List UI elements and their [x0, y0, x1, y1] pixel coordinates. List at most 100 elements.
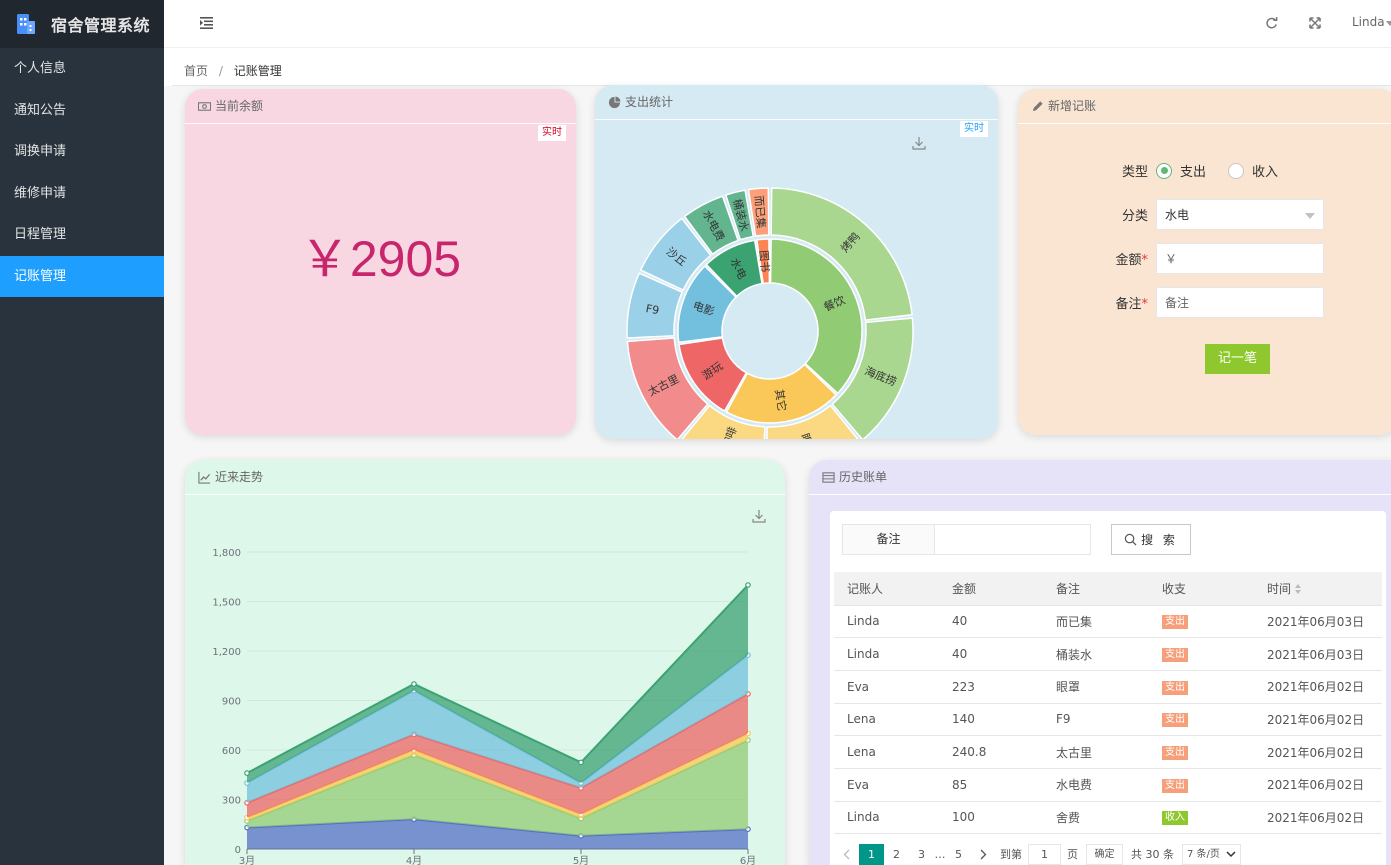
kind-badge: 收入 [1162, 811, 1188, 826]
sidebar: 宿舍管理系统 个人信息 通知公告 调换申请 维修申请 日程管理 记账管理 [0, 0, 164, 865]
page-number[interactable]: 5 [955, 847, 962, 861]
amount-row: 金额* ￥ [1108, 243, 1324, 274]
slice-label: 而已集 [752, 195, 769, 229]
page-number[interactable]: 2 [893, 847, 900, 861]
cell-amount: 140 [939, 703, 1043, 737]
radio-expense[interactable]: 支出 [1156, 161, 1206, 180]
sidebar-item[interactable]: 日程管理 [14, 227, 67, 242]
fullscreen-icon[interactable] [1306, 14, 1324, 32]
total-count: 共 30 条 [1131, 848, 1174, 861]
sunburst-slice[interactable]: 水电费 [683, 195, 739, 255]
sidebar-item[interactable]: 通知公告 [14, 102, 67, 118]
note-label: 备注* [1115, 297, 1148, 312]
download-icon[interactable] [912, 136, 926, 150]
chevron-right-icon[interactable] [971, 844, 996, 865]
pagination: 1 2 3… 5 到第 1 页 确定 共 30 条 7 条/页 [834, 839, 1241, 865]
sunburst-slice[interactable]: 烤鸭 [770, 187, 913, 321]
pencil-icon [1032, 100, 1043, 111]
pie-chart-icon [608, 95, 621, 108]
sunburst-slice[interactable]: 游玩 [678, 337, 748, 412]
sunburst-slice[interactable]: 电影 [677, 265, 737, 344]
page-ellipsis: … [934, 847, 946, 861]
cell-kind: 收入 [1149, 801, 1254, 835]
chevron-down-icon [1226, 851, 1236, 858]
table-row: Eva 223 眼罩 支出 2021年06月02日 [834, 670, 1382, 704]
col-user: 记账人 [834, 572, 939, 606]
sunburst-slice[interactable]: F9 [626, 272, 683, 339]
sunburst-slice[interactable]: 其它 [725, 363, 837, 424]
top-header: Linda [164, 0, 1391, 48]
radio-circle[interactable] [1156, 162, 1172, 179]
sunburst-slice[interactable]: 沙丘 [639, 217, 712, 291]
col-kind: 收支 [1149, 572, 1254, 606]
category-select[interactable]: 水电 [1156, 199, 1324, 230]
card-title: 新增记账 [1048, 98, 1097, 113]
goto-label: 到第 [1000, 848, 1022, 861]
sidebar-item[interactable]: 维修申请 [14, 185, 67, 201]
breadcrumb-current: 记账管理 [233, 64, 282, 78]
page-number[interactable]: 1 [859, 843, 884, 865]
search-button[interactable]: 搜 索 [1111, 524, 1191, 555]
sunburst-slice[interactable]: 眼罩 [766, 404, 860, 439]
per-page-select[interactable]: 7 条/页 [1182, 843, 1241, 865]
chevron-down-icon[interactable] [1386, 21, 1391, 26]
kind-badge: 支出 [1162, 713, 1188, 728]
data-point[interactable] [411, 681, 417, 687]
cell-note: 舍费 [1043, 801, 1149, 835]
sidebar-item[interactable]: 个人信息 [14, 61, 67, 76]
amount-input[interactable]: ￥ [1156, 243, 1324, 274]
cell-user: Linda [834, 637, 939, 671]
sidebar-item[interactable]: 调换申请 [14, 144, 67, 159]
breadcrumb: 首页 / 记账管理 [172, 56, 1391, 86]
breadcrumb-home[interactable]: 首页 [184, 64, 209, 78]
search-icon [1124, 533, 1137, 546]
search-input[interactable] [935, 525, 1090, 554]
sunburst-slice[interactable]: 水电 [705, 239, 763, 298]
page-number[interactable]: 3 [918, 847, 925, 861]
sunburst-slice[interactable]: 海底捞 [831, 317, 914, 439]
goto-page-input[interactable]: 1 [1028, 843, 1061, 865]
menu-toggle-icon[interactable] [198, 14, 216, 32]
radio-circle[interactable] [1228, 162, 1245, 179]
cell-note: 眼罩 [1043, 670, 1149, 704]
cell-note: F9 [1043, 703, 1149, 737]
y-tick-label: 1,800 [212, 548, 241, 559]
data-point[interactable] [745, 582, 751, 588]
radio-income[interactable]: 收入 [1228, 161, 1278, 180]
user-menu[interactable]: Linda [1352, 15, 1385, 29]
chevron-left-icon[interactable] [834, 844, 859, 865]
note-input[interactable]: 备注 [1156, 287, 1324, 318]
cell-user: Eva [834, 768, 939, 802]
sunburst-slice[interactable]: 太古里 [626, 337, 709, 439]
area-series[interactable] [244, 582, 751, 783]
cell-user: Lena [834, 735, 939, 769]
cell-amount: 100 [939, 801, 1043, 835]
refresh-icon[interactable] [1262, 14, 1280, 32]
sort-icon[interactable] [1295, 584, 1303, 595]
card-title: 历史账单 [839, 469, 888, 484]
history-table: 记账人 金额 备注 收支 时间 Linda 40 而已集 支出 2021年06月03日 L… [834, 572, 1382, 835]
slice-label: 图书 [757, 250, 772, 273]
y-tick-label: 600 [222, 746, 241, 757]
sunburst-slice[interactable]: 而已集 [747, 187, 770, 237]
sunburst-slice[interactable]: 猫咖啡 [680, 404, 766, 439]
y-tick-label: 0 [235, 845, 241, 856]
sidebar-item[interactable]: 记账管理 [0, 255, 164, 297]
slice-label: 其它 [772, 388, 789, 412]
x-tick-label: 5月 [573, 855, 589, 865]
data-point[interactable] [244, 770, 250, 776]
goto-confirm-button[interactable]: 确定 [1086, 843, 1123, 865]
sunburst-slice[interactable]: 桶装水 [725, 189, 755, 241]
sunburst-slice[interactable]: 图书 [756, 238, 772, 285]
data-point[interactable] [578, 759, 584, 766]
sunburst-slice[interactable]: 餐饮 [769, 238, 863, 395]
download-icon[interactable] [752, 509, 766, 523]
submit-record-button[interactable]: 记一笔 [1205, 344, 1270, 374]
expense-stats-card: 支出统计 实时 餐饮其它游玩电影水电图书烤鸭海底捞眼罩 猫咖啡太古里 F9 沙丘水电费… [595, 85, 998, 439]
col-time[interactable]: 时间 [1254, 572, 1382, 606]
realtime-badge: 实时 [538, 125, 566, 141]
card-header: 历史账单 [809, 460, 1391, 495]
card-header: 当前余额 [185, 89, 576, 124]
trend-area-chart: 0 300 600 900 1,200 1,500 1,800 3月 4月 5月 6月 [212, 548, 756, 865]
